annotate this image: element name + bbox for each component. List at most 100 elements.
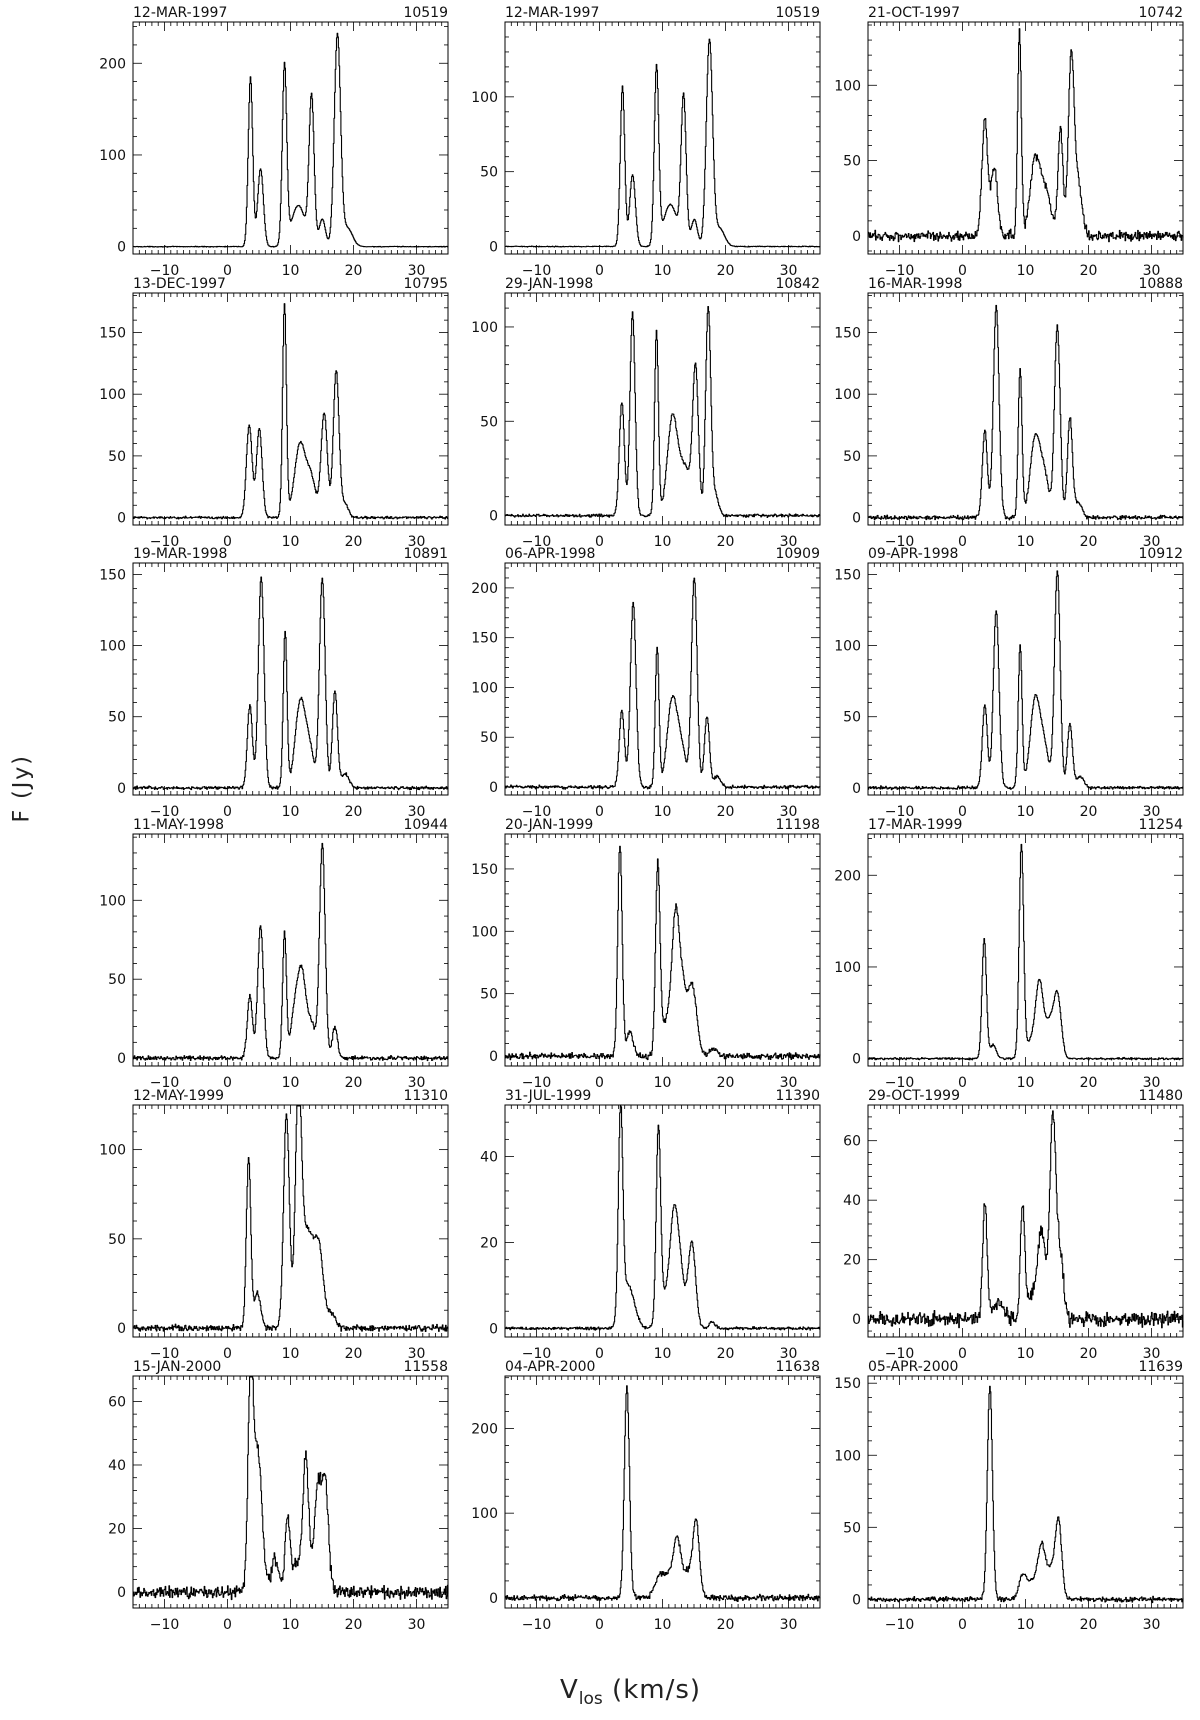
x-tick-label: 20 — [345, 804, 363, 820]
panel: −10 0 10 20 30 0 50 100 12-MAR-1997 10519 — [471, 5, 821, 279]
panel: −10 0 10 20 30 0 20 40 31-JUL-1999 11390 — [480, 1088, 821, 1362]
panel-id: 10909 — [775, 546, 820, 562]
spectrum-line — [868, 1110, 1184, 1329]
y-axis-label: F (Jy) — [9, 754, 35, 823]
x-tick-label: 0 — [958, 1346, 967, 1362]
x-tick-label: 0 — [595, 1346, 604, 1362]
x-tick-label: 10 — [1017, 534, 1035, 550]
spectrum-line — [505, 577, 821, 790]
x-tick-label: 30 — [408, 1346, 426, 1362]
spectrum-line — [505, 1105, 821, 1331]
x-tick-label: 30 — [780, 263, 798, 279]
x-tick-label: 20 — [345, 1346, 363, 1362]
y-tick-label: 0 — [489, 1591, 498, 1607]
y-tick-label: 200 — [99, 56, 126, 72]
panel-date: 19-MAR-1998 — [133, 546, 227, 562]
x-tick-label: −10 — [885, 1346, 915, 1362]
panel-date: 20-JAN-1999 — [505, 817, 593, 833]
x-tick-label: 20 — [717, 1617, 735, 1633]
x-tick-label: 0 — [958, 804, 967, 820]
y-tick-label: 100 — [834, 639, 861, 655]
panel-date: 09-APR-1998 — [868, 546, 958, 562]
spectrum-line — [505, 1385, 821, 1603]
panel: −10 0 10 20 30 0 50 100 150 200 06-APR-1998 10909 — [471, 546, 821, 820]
x-tick-label: 10 — [282, 1346, 300, 1362]
spectrum-line — [505, 845, 821, 1061]
panel-frame — [132, 1375, 449, 1609]
x-tick-label: 0 — [223, 1617, 232, 1633]
y-tick-label: 150 — [834, 325, 861, 341]
x-tick-label: 10 — [282, 1075, 300, 1091]
y-tick-label: 200 — [471, 1421, 498, 1437]
panel: −10 0 10 20 30 0 20 40 60 29-OCT-1999 11480 — [843, 1088, 1184, 1362]
y-tick-label: 100 — [834, 960, 861, 976]
panel-date: 12-MAY-1999 — [133, 1088, 224, 1104]
x-tick-label: 0 — [223, 804, 232, 820]
x-tick-label: 20 — [717, 1075, 735, 1091]
panel-id: 10519 — [403, 5, 448, 21]
x-tick-label: 20 — [1080, 1617, 1098, 1633]
x-tick-label: −10 — [150, 263, 180, 279]
panel-frame — [132, 562, 449, 796]
y-tick-label: 50 — [480, 987, 498, 1003]
y-tick-label: 0 — [117, 781, 126, 797]
y-tick-label: 150 — [471, 631, 498, 647]
y-tick-label: 100 — [99, 893, 126, 909]
x-tick-label: 0 — [958, 1617, 967, 1633]
panel-frame — [867, 292, 1184, 526]
x-tick-label: 30 — [1143, 1075, 1161, 1091]
panel-id: 11638 — [775, 1359, 820, 1375]
x-tick-label: 20 — [717, 1346, 735, 1362]
panel-id: 10888 — [1138, 276, 1183, 292]
panel: −10 0 10 20 30 0 50 100 11-MAY-1998 10944 — [99, 817, 449, 1091]
spectrum-line — [868, 843, 1184, 1061]
spectrum-line — [133, 303, 449, 520]
panel-date: 05-APR-2000 — [868, 1359, 958, 1375]
x-tick-label: 20 — [345, 1075, 363, 1091]
panel: −10 0 10 20 30 0 50 100 12-MAY-1999 11310 — [99, 1088, 449, 1362]
panel: −10 0 10 20 30 0 100 200 17-MAR-1999 11254 — [834, 817, 1184, 1091]
panel-frame — [504, 833, 821, 1067]
x-tick-label: 0 — [958, 1075, 967, 1091]
panel-id: 11558 — [403, 1359, 448, 1375]
panel-frame — [504, 562, 821, 796]
x-axis-label-subscript: los — [578, 1689, 603, 1710]
spectrum-line — [133, 32, 449, 248]
y-tick-label: 150 — [99, 567, 126, 583]
x-tick-label: 10 — [282, 804, 300, 820]
panel-date: 11-MAY-1998 — [133, 817, 224, 833]
x-tick-label: 20 — [717, 263, 735, 279]
x-tick-label: 30 — [1143, 1346, 1161, 1362]
y-tick-label: 0 — [489, 1321, 498, 1337]
y-tick-label: 0 — [852, 511, 861, 527]
y-tick-label: 50 — [843, 710, 861, 726]
x-tick-label: −10 — [522, 1617, 552, 1633]
y-tick-label: 50 — [108, 710, 126, 726]
x-tick-label: 10 — [1017, 1617, 1035, 1633]
panel-id: 10944 — [403, 817, 448, 833]
panel-date: 13-DEC-1997 — [133, 276, 226, 292]
x-tick-label: 10 — [282, 534, 300, 550]
panel-date: 12-MAR-1997 — [505, 5, 599, 21]
x-tick-label: 10 — [282, 1617, 300, 1633]
panel: −10 0 10 20 30 0 100 200 12-MAR-1997 10519 — [99, 5, 449, 279]
panel: −10 0 10 20 30 0 50 100 150 16-MAR-1998 10888 — [834, 276, 1184, 550]
y-tick-label: 20 — [108, 1522, 126, 1538]
y-tick-label: 50 — [480, 414, 498, 430]
spectrum-line — [505, 38, 821, 248]
panel-frame — [867, 1375, 1184, 1609]
y-tick-label: 60 — [843, 1134, 861, 1150]
panel-frame — [867, 1104, 1184, 1338]
x-tick-label: 30 — [408, 1617, 426, 1633]
y-tick-label: 40 — [480, 1150, 498, 1166]
y-tick-label: 40 — [843, 1193, 861, 1209]
panel-id: 11310 — [403, 1088, 448, 1104]
y-tick-label: 200 — [834, 868, 861, 884]
spectrum-line — [868, 28, 1184, 243]
x-tick-label: 20 — [1080, 804, 1098, 820]
x-tick-label: 30 — [780, 804, 798, 820]
spectrum-line — [868, 1385, 1184, 1604]
spectrum-line — [505, 305, 821, 518]
x-tick-label: 0 — [595, 804, 604, 820]
x-tick-label: 10 — [654, 1346, 672, 1362]
